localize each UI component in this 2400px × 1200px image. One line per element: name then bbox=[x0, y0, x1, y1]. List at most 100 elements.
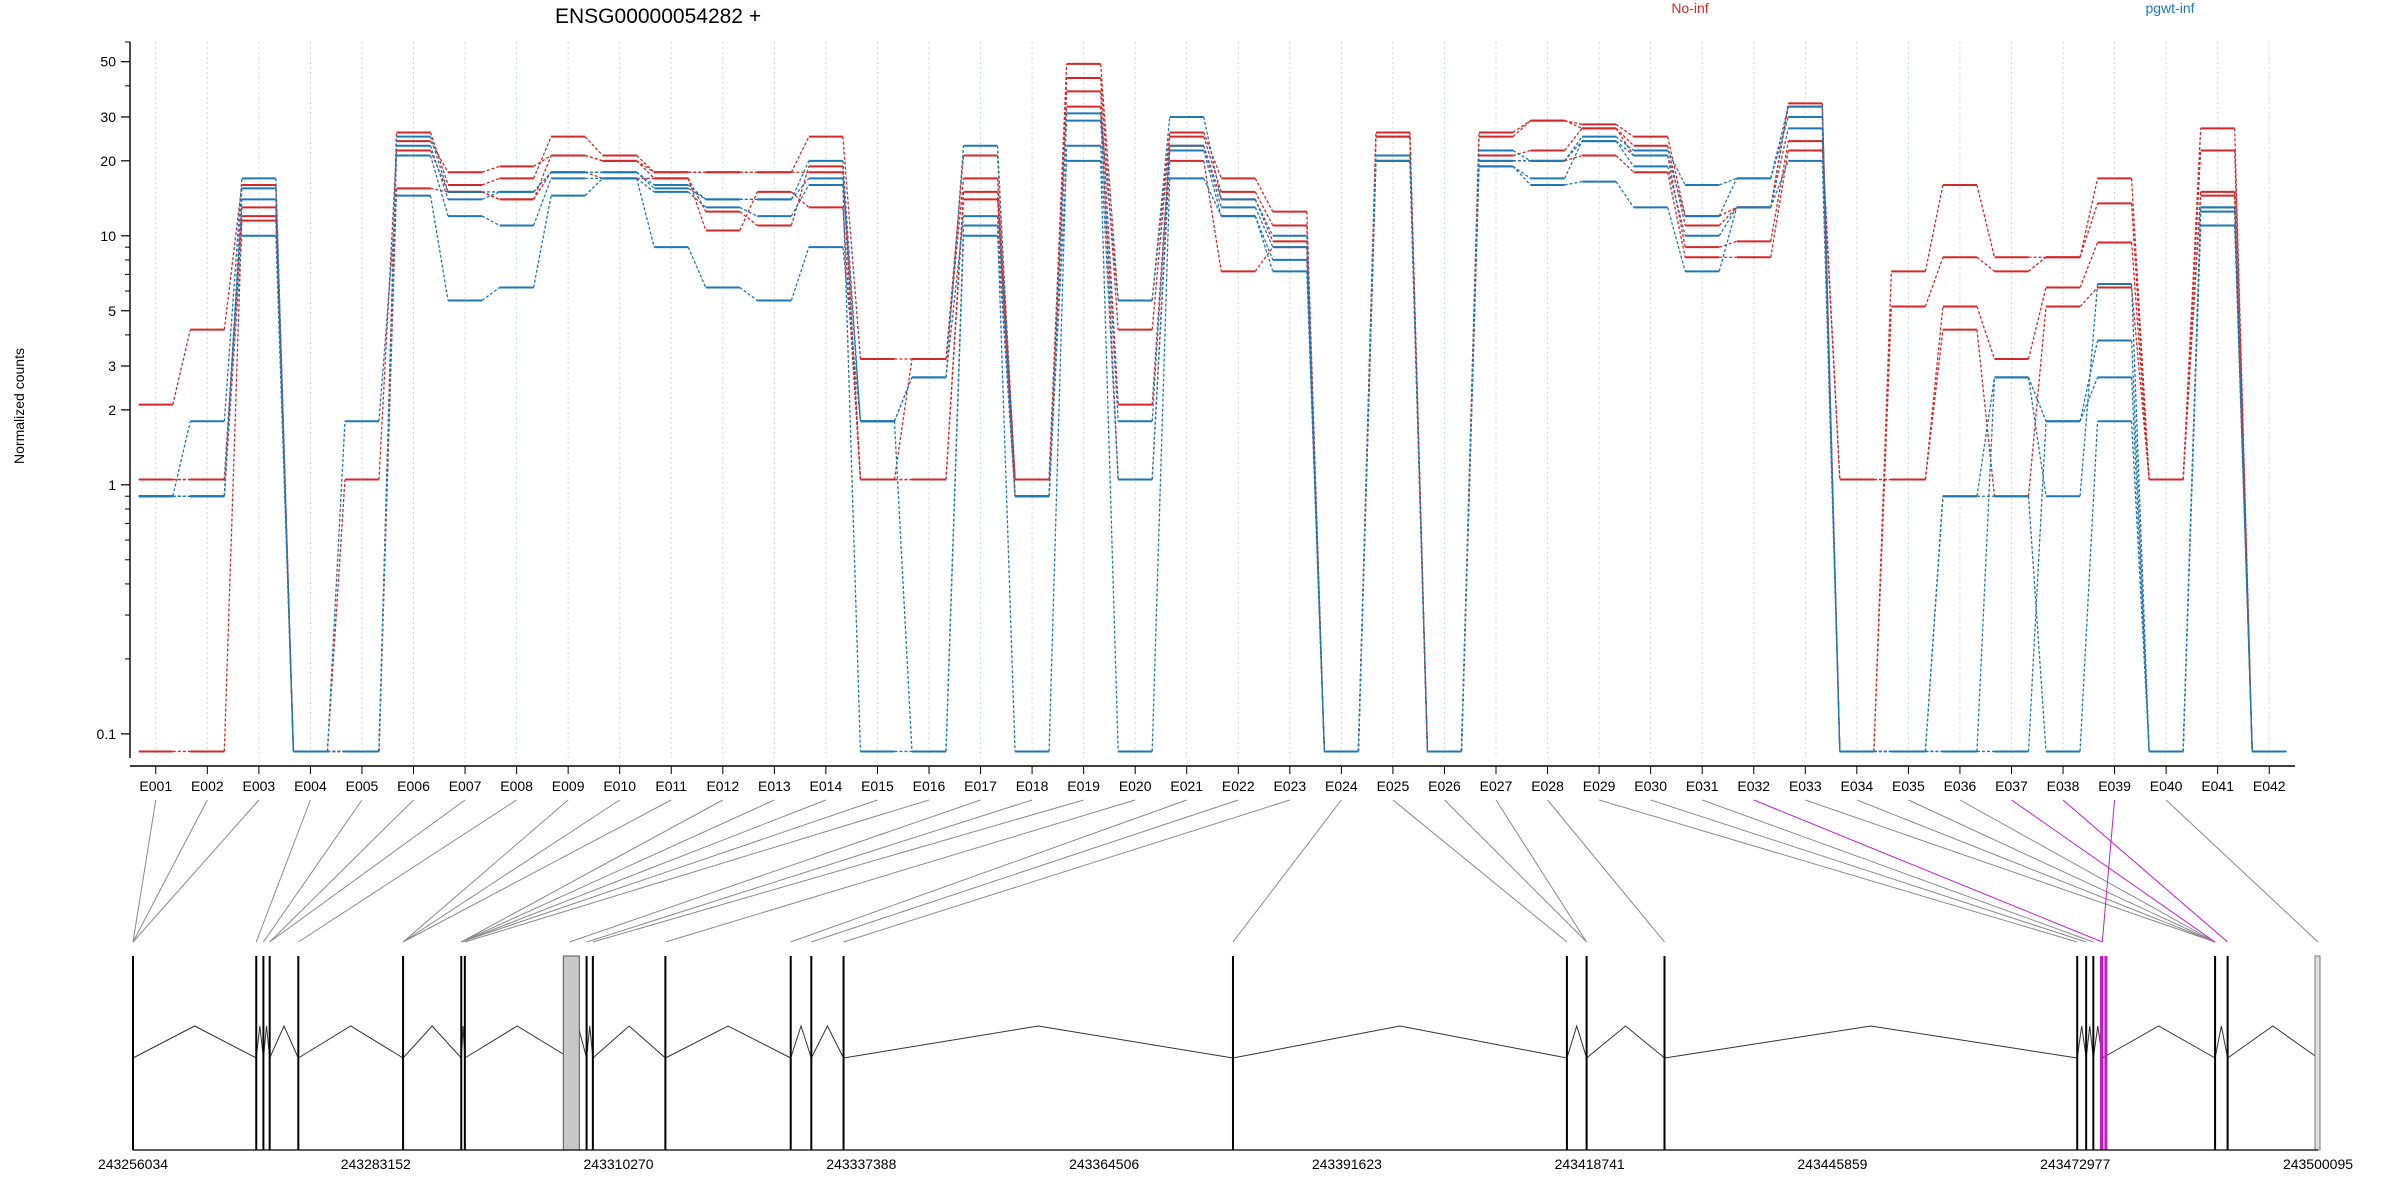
series-connector bbox=[1770, 160, 1789, 208]
exon-link bbox=[461, 799, 775, 943]
x-tick-label: E026 bbox=[1428, 778, 1461, 794]
series-connector bbox=[275, 199, 295, 752]
x-tick-label: E042 bbox=[2253, 778, 2286, 794]
genomic-tick-label: 243364506 bbox=[1069, 1156, 1139, 1172]
series-connector bbox=[1048, 145, 1068, 752]
intron-arc bbox=[2214, 1025, 2229, 1059]
series-connector bbox=[2130, 287, 2150, 480]
series-connector bbox=[1718, 177, 1737, 186]
grid-lines bbox=[155, 42, 2270, 758]
exon-link bbox=[402, 799, 569, 943]
series-no-inf bbox=[138, 77, 2287, 753]
exon-link bbox=[402, 799, 672, 943]
intron-arc bbox=[843, 1025, 1234, 1059]
series-connector bbox=[1615, 128, 1635, 156]
series-connector bbox=[1099, 160, 1119, 752]
series-connector bbox=[378, 195, 398, 422]
exon-link bbox=[790, 799, 1187, 943]
series-connector bbox=[2234, 225, 2253, 752]
series-connector bbox=[996, 235, 1016, 497]
genomic-tick-label: 243418741 bbox=[1555, 1156, 1625, 1172]
genomic-tick-label: 243283152 bbox=[341, 1156, 411, 1172]
chart-title: ENSG00000054282 + bbox=[555, 5, 761, 28]
exon-link bbox=[811, 799, 1239, 943]
series-connector bbox=[1718, 206, 1738, 226]
series-connector bbox=[687, 191, 707, 208]
series-connector bbox=[1254, 207, 1274, 248]
series-connector bbox=[1512, 149, 1531, 162]
exon-link bbox=[298, 799, 517, 943]
exon-link bbox=[461, 799, 827, 943]
genomic-tick-label: 243472977 bbox=[2040, 1156, 2110, 1172]
intron-arc bbox=[592, 1025, 666, 1059]
y-tick-label: 3 bbox=[108, 358, 116, 374]
x-tick-label: E035 bbox=[1892, 778, 1925, 794]
series-connector bbox=[223, 220, 243, 480]
x-tick-label: E014 bbox=[810, 778, 843, 794]
series-connector bbox=[1615, 140, 1635, 167]
series-connector bbox=[636, 160, 655, 179]
exon-link bbox=[2165, 799, 2319, 943]
series-connector bbox=[1976, 184, 1996, 258]
x-tick-label: E015 bbox=[861, 778, 894, 794]
series-connector bbox=[223, 235, 243, 497]
series-connector bbox=[1615, 123, 1635, 138]
series-connector bbox=[172, 421, 191, 497]
x-tick-label: E041 bbox=[2201, 778, 2234, 794]
series-connector bbox=[790, 191, 810, 208]
exon-link bbox=[592, 799, 1084, 943]
series-connector bbox=[1564, 154, 1583, 162]
y-tick-label: 2 bbox=[108, 402, 116, 418]
exon-link bbox=[269, 799, 414, 943]
exon-link bbox=[461, 799, 724, 943]
series-connector bbox=[842, 136, 862, 360]
intron-arc bbox=[790, 1024, 812, 1059]
x-tick-label: E022 bbox=[1222, 778, 1255, 794]
series-connector bbox=[1254, 246, 1274, 272]
genomic-tick-label: 243500095 bbox=[2283, 1156, 2353, 1172]
series-connector bbox=[842, 247, 862, 422]
series-connector bbox=[739, 286, 758, 301]
exon-link bbox=[1753, 799, 2103, 943]
genomic-tick-label: 243337388 bbox=[826, 1156, 896, 1172]
series-connector bbox=[893, 358, 913, 480]
series-connector bbox=[790, 246, 810, 301]
exon-link bbox=[1856, 799, 2216, 943]
exon-link bbox=[2011, 799, 2216, 943]
x-tick-label: E027 bbox=[1480, 778, 1513, 794]
exon-link bbox=[269, 799, 466, 943]
x-tick-label: E028 bbox=[1531, 778, 1564, 794]
series-connector bbox=[1667, 150, 1686, 186]
series-no-inf bbox=[138, 62, 2287, 753]
series-connector bbox=[481, 191, 500, 200]
series-no-inf bbox=[138, 90, 2287, 753]
axes: 0.1 1 2 3 5 10 20 30 50 E001 E002 E003 E004 E005 E006 E… bbox=[97, 41, 2295, 794]
intron-arc bbox=[255, 1025, 264, 1059]
exon-link bbox=[464, 799, 930, 943]
exon-link bbox=[1392, 799, 1568, 943]
series-connector bbox=[584, 154, 603, 162]
series-connector bbox=[945, 145, 965, 378]
series-connector bbox=[1203, 178, 1222, 217]
series-connector bbox=[790, 166, 810, 226]
series-connector bbox=[2079, 421, 2099, 752]
series-connector bbox=[945, 199, 965, 480]
intron-arc bbox=[810, 1024, 844, 1059]
series-connector bbox=[1254, 178, 1274, 212]
series-connector bbox=[1151, 116, 1171, 301]
exon-link bbox=[2101, 799, 2116, 943]
series-connector bbox=[996, 145, 1016, 497]
series-connector bbox=[1564, 140, 1583, 162]
series-connector bbox=[1770, 140, 1789, 242]
intron-arc bbox=[1664, 1025, 2078, 1059]
series-connector bbox=[2079, 178, 2099, 258]
data-series bbox=[138, 62, 2287, 753]
series-connector bbox=[739, 211, 758, 226]
intron-arc bbox=[298, 1025, 404, 1059]
exon-block bbox=[2314, 955, 2321, 1151]
series-connector bbox=[1099, 113, 1119, 301]
series-connector bbox=[223, 178, 243, 422]
x-tick-label: E021 bbox=[1170, 778, 1203, 794]
x-tick-label: E037 bbox=[1995, 778, 2028, 794]
x-tick-label: E016 bbox=[913, 778, 946, 794]
